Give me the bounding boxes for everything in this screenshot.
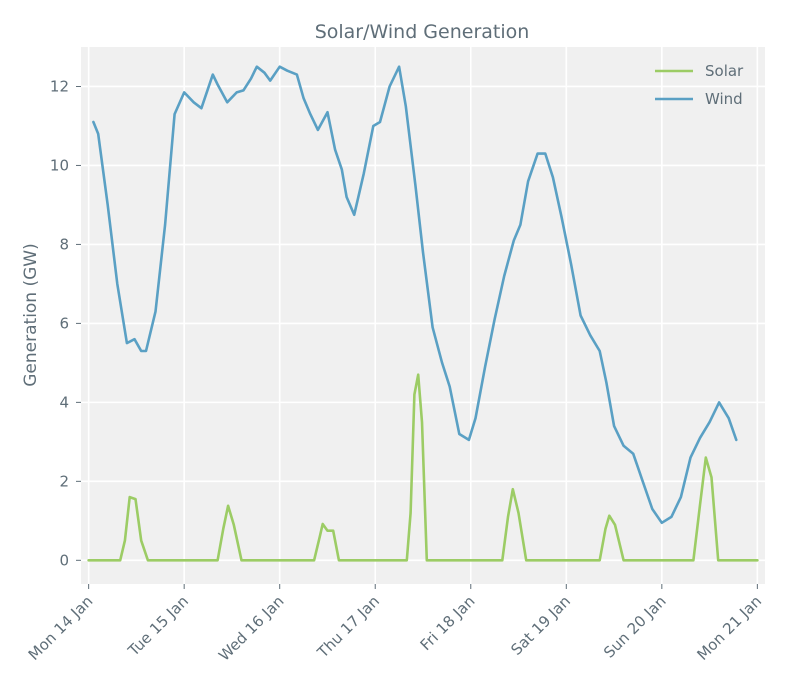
y-tick-label: 2 <box>59 472 69 490</box>
legend: Solar Wind <box>655 62 744 108</box>
plot-area <box>81 47 765 584</box>
grid-lines <box>81 47 765 584</box>
x-tick-label: Wed 16 Jan <box>215 592 287 664</box>
x-tick-label: Mon 21 Jan <box>694 592 766 664</box>
x-tick-label: Sun 20 Jan <box>600 592 669 661</box>
x-tick-label: Mon 14 Jan <box>25 592 97 664</box>
series-line-wind <box>92 65 738 525</box>
y-tick-label: 12 <box>50 77 69 95</box>
legend-label-wind: Wind <box>705 90 743 108</box>
series-group <box>87 65 759 562</box>
x-tick-label: Thu 17 Jan <box>313 592 383 662</box>
y-axis-ticks: 0 2 4 6 8 10 12 <box>50 77 81 569</box>
y-axis-label: Generation (GW) <box>21 243 41 387</box>
x-tick-label: Fri 18 Jan <box>417 592 479 654</box>
y-tick-label: 6 <box>59 314 69 332</box>
chart-title: Solar/Wind Generation <box>315 21 530 43</box>
legend-label-solar: Solar <box>705 62 744 80</box>
y-tick-label: 10 <box>50 156 69 174</box>
x-tick-label: Sat 19 Jan <box>507 592 574 659</box>
y-tick-label: 0 <box>59 551 69 569</box>
y-tick-label: 4 <box>59 393 69 411</box>
x-axis-ticks: Mon 14 Jan Tue 15 Jan Wed 16 Jan Thu 17 Jan… <box>25 584 765 665</box>
y-tick-label: 8 <box>59 235 69 253</box>
x-tick-label: Tue 15 Jan <box>124 592 192 660</box>
series-line-solar <box>87 373 759 562</box>
